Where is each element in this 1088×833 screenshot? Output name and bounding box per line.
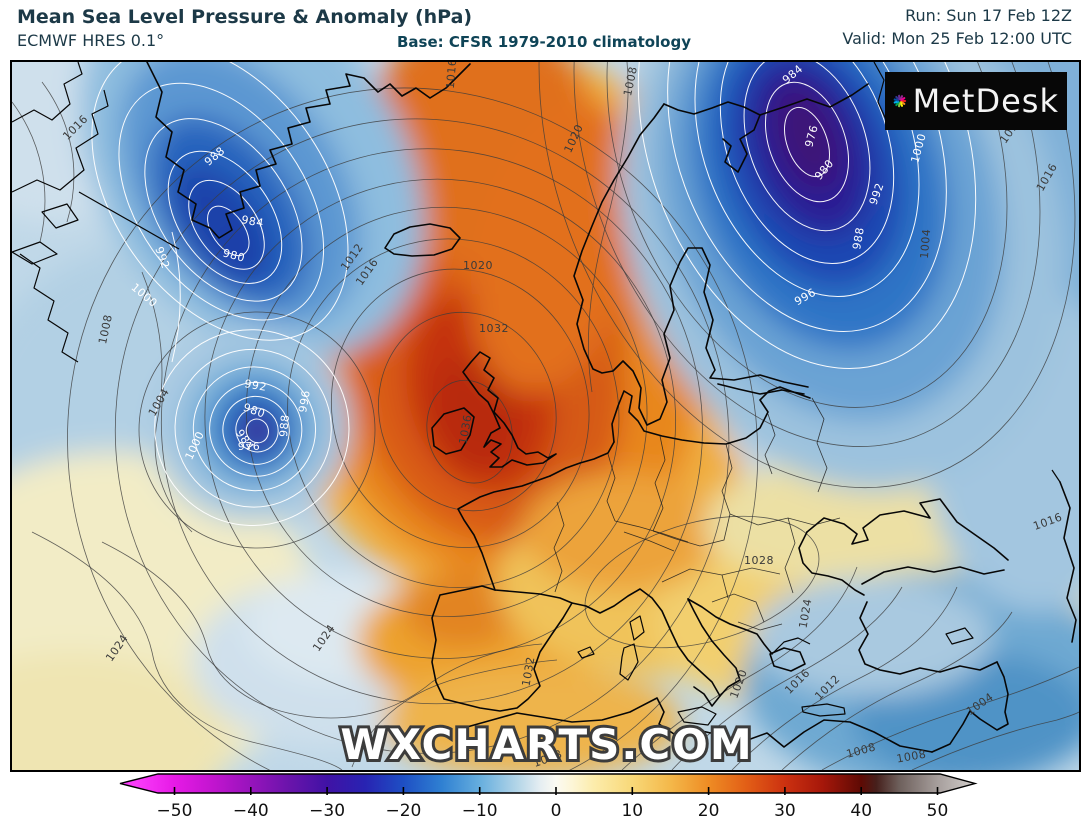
colorbar-tick-label: 10 <box>621 801 643 821</box>
contour-label: 1020 <box>463 259 493 272</box>
contour-label: 1008 <box>621 65 640 97</box>
colorbar-tick-label: 40 <box>850 801 872 821</box>
colorbar-ticks: −50 −40 −30 −20 −10 0 10 20 30 40 50 <box>157 787 949 821</box>
colorbar-tick-label: −50 <box>157 801 193 821</box>
contour-label: 1004 <box>918 228 934 259</box>
run-time-label: Run: Sun 17 Feb 12Z <box>905 6 1072 25</box>
colorbar-gradient <box>119 773 978 794</box>
colorbar-tick-label: −20 <box>385 801 421 821</box>
colorbar-tick-label: −40 <box>233 801 269 821</box>
pinwheel-petal <box>898 94 901 101</box>
contour-label: 1028 <box>744 554 774 567</box>
contour-label: 984 <box>240 213 264 230</box>
watermark: WXCHARTS.COM <box>340 720 753 769</box>
contour-label: 996 <box>296 389 313 413</box>
chart-header: Mean Sea Level Pressure & Anomaly (hPa) … <box>0 0 1088 60</box>
pinwheel-petal <box>893 100 900 104</box>
contour-label: 1036 <box>457 413 475 445</box>
pinwheel-petal <box>900 97 906 102</box>
colorbar-tick-label: 20 <box>698 801 720 821</box>
metdesk-pinwheel-icon <box>893 94 907 108</box>
anomaly-field <box>12 62 1079 770</box>
colorbar-tick-label: 0 <box>551 801 562 821</box>
contour-label: 992 <box>243 377 267 394</box>
contour-label: 988 <box>277 414 292 438</box>
pinwheel-petal <box>895 101 900 107</box>
pressure-anomaly-map: 1016 988 984 980 992 1000 1012 1016 1020 1032 1036… <box>10 60 1081 772</box>
contour-label: 1032 <box>520 655 538 687</box>
contour-label: 1024 <box>797 597 815 629</box>
colorbar-tick-label: −30 <box>309 801 345 821</box>
anomaly-colorbar: −50 −40 −30 −20 −10 0 10 20 30 40 50 <box>119 773 978 821</box>
contour-label: 980 <box>221 246 246 264</box>
contour-label: 988 <box>850 226 867 250</box>
colorbar-tick-label: 30 <box>774 801 796 821</box>
contour-label: 976 <box>238 440 261 453</box>
pinwheel-petal <box>899 95 904 101</box>
climatology-base-label: Base: CFSR 1979-2010 climatology <box>396 33 692 51</box>
contour-label: 1032 <box>479 322 509 335</box>
pinwheel-petal <box>898 101 901 108</box>
contour-label: 1016 <box>444 62 460 89</box>
pinwheel-petal <box>899 101 904 107</box>
colorbar-tick-label: −10 <box>462 801 498 821</box>
contour-label: 976 <box>802 124 820 149</box>
metdesk-logo: MetDesk <box>885 72 1067 130</box>
pinwheel-petal <box>893 98 900 102</box>
isobars-white <box>91 62 977 526</box>
page-title: Mean Sea Level Pressure & Anomaly (hPa) <box>17 6 473 28</box>
pinwheel-petal <box>900 100 906 105</box>
coastlines <box>12 62 1077 753</box>
model-label: ECMWF HRES 0.1° <box>17 31 165 50</box>
pinwheel-petal <box>895 95 900 101</box>
metdesk-logo-text: MetDesk <box>912 82 1059 120</box>
contour-label: 1008 <box>895 748 927 766</box>
contour-label: 1008 <box>96 313 115 345</box>
valid-time-label: Valid: Mon 25 Feb 12:00 UTC <box>842 29 1072 48</box>
colorbar-tick-label: 50 <box>927 801 949 821</box>
country-borders <box>553 397 841 631</box>
